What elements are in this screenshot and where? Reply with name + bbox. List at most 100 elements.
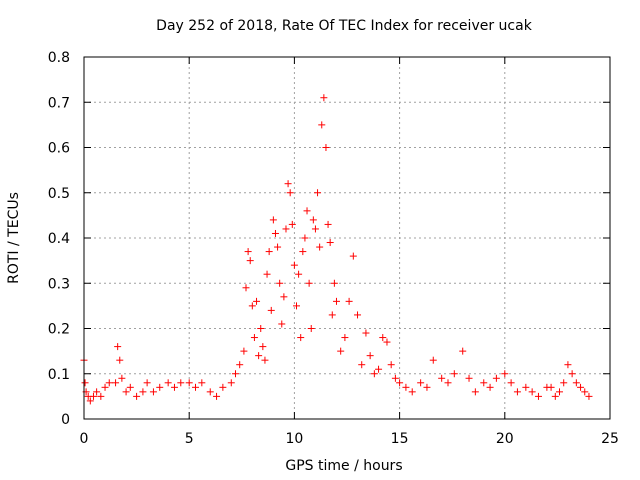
data-point xyxy=(438,374,446,382)
data-point xyxy=(231,370,239,378)
plot-frame xyxy=(83,56,611,420)
data-point xyxy=(337,347,345,355)
data-point xyxy=(316,243,324,251)
data-point xyxy=(149,388,157,396)
y-tick-label: 0 xyxy=(61,412,70,428)
data-point xyxy=(271,229,279,237)
y-tick-label: 0.5 xyxy=(48,186,70,202)
data-point xyxy=(534,392,542,400)
data-point xyxy=(280,293,288,301)
data-point xyxy=(295,270,303,278)
data-point xyxy=(213,392,221,400)
data-point xyxy=(522,383,530,391)
data-point xyxy=(276,279,284,287)
data-point xyxy=(307,325,315,332)
data-point xyxy=(528,388,536,396)
data-point xyxy=(143,379,151,387)
data-point xyxy=(358,361,366,369)
data-point xyxy=(408,388,416,396)
data-point xyxy=(255,352,263,360)
x-tick-label: 25 xyxy=(601,431,619,447)
data-point xyxy=(471,388,479,396)
y-tick-label: 0.7 xyxy=(48,95,70,111)
data-point xyxy=(560,379,568,387)
data-point xyxy=(556,388,564,396)
data-point xyxy=(248,302,256,310)
data-point xyxy=(278,320,286,328)
data-point xyxy=(370,370,378,378)
data-point xyxy=(322,144,330,151)
data-point xyxy=(246,257,254,265)
data-point xyxy=(259,343,267,351)
y-tick-label: 0.2 xyxy=(48,322,70,338)
data-point xyxy=(387,361,395,369)
x-tick-label: 10 xyxy=(285,431,303,447)
data-point xyxy=(116,356,124,364)
data-point xyxy=(267,306,275,314)
data-point xyxy=(305,279,313,287)
data-point xyxy=(250,334,258,342)
y-tick-label: 0.6 xyxy=(48,141,70,157)
data-point xyxy=(192,383,200,391)
data-point xyxy=(185,379,193,387)
data-point xyxy=(318,121,326,129)
y-tick-label: 0.8 xyxy=(48,50,70,66)
data-point xyxy=(297,334,305,342)
data-point xyxy=(177,379,185,387)
grid xyxy=(84,57,610,419)
data-point xyxy=(501,370,509,378)
data-point xyxy=(269,216,277,224)
data-point xyxy=(332,297,340,305)
data-point xyxy=(164,379,172,387)
data-point xyxy=(444,379,452,387)
data-point xyxy=(97,392,105,400)
data-point xyxy=(133,392,141,400)
data-point xyxy=(114,343,122,351)
data-point xyxy=(219,383,227,391)
y-tick-label: 0.4 xyxy=(48,231,70,247)
data-point xyxy=(513,388,521,396)
data-point xyxy=(265,248,273,256)
data-point xyxy=(366,352,374,360)
x-tick-label: 15 xyxy=(391,431,409,447)
data-point xyxy=(354,311,362,319)
data-point xyxy=(253,297,261,305)
data-point xyxy=(81,379,89,387)
y-tick-label: 0.1 xyxy=(48,367,70,383)
data-point xyxy=(156,383,164,391)
data-point xyxy=(375,365,383,373)
data-point xyxy=(101,383,109,391)
data-point xyxy=(122,388,130,396)
data-point xyxy=(417,379,425,387)
data-point xyxy=(349,252,357,260)
data-point xyxy=(261,356,269,364)
data-point xyxy=(362,329,370,337)
data-point xyxy=(105,379,113,387)
data-point xyxy=(383,338,391,346)
data-point xyxy=(284,180,292,188)
x-axis-title: GPS time / hours xyxy=(285,458,402,474)
data-point xyxy=(263,270,271,278)
data-point xyxy=(547,383,555,391)
data-point xyxy=(303,207,311,215)
data-point xyxy=(577,383,585,391)
data-point xyxy=(309,216,317,224)
data-point xyxy=(330,279,338,287)
data-point xyxy=(480,379,488,387)
data-point xyxy=(492,374,500,382)
x-tick-label: 0 xyxy=(80,431,89,447)
data-point xyxy=(465,374,473,382)
data-point xyxy=(206,388,214,396)
data-point xyxy=(89,392,97,400)
data-point xyxy=(93,388,101,396)
data-point xyxy=(379,334,387,342)
data-point xyxy=(299,248,307,256)
data-point xyxy=(328,311,336,319)
data-point xyxy=(257,325,265,332)
data-point xyxy=(345,297,353,305)
data-point xyxy=(290,261,298,269)
tick-labels: 0 5 10 15 20 25 0 0.1 0.2 0.3 0.4 0.5 0.6 0.7 0.8 xyxy=(48,50,619,447)
data-points xyxy=(80,94,593,405)
data-point xyxy=(112,379,120,387)
